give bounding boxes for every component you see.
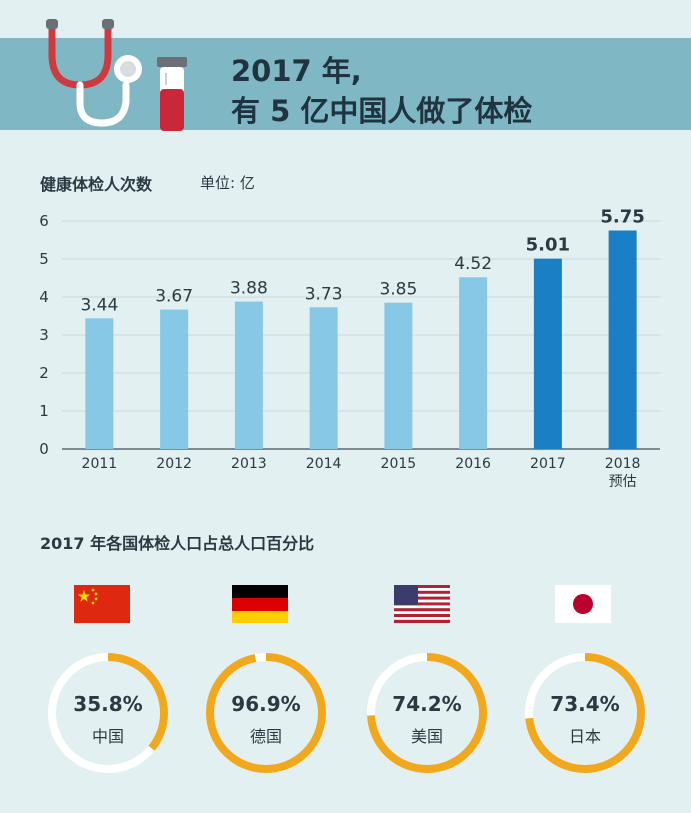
ring-country-germany: 德国	[249, 727, 282, 746]
ring-progress-arc	[525, 653, 645, 773]
japan-flag-icon	[555, 585, 611, 623]
usa-flag-icon	[394, 585, 450, 623]
y-tick-label: 1	[39, 402, 49, 420]
ring-progress-arc	[367, 653, 487, 773]
page-title-line-1: 2017 年,	[231, 54, 362, 88]
germany-flag-icon	[232, 585, 288, 623]
bar-value-label: 3.88	[230, 279, 268, 299]
x-tick-label: 2016	[455, 456, 491, 472]
ring-china	[48, 653, 168, 773]
ring-country-usa: 美国	[410, 727, 443, 746]
ring-progress-arc	[206, 653, 326, 773]
bar-2016	[459, 277, 488, 449]
x-tick-label: 2015	[381, 456, 417, 472]
bar-value-label: 5.01	[526, 235, 570, 256]
ring-percent-japan: 73.4%	[550, 692, 620, 716]
test-tube-icon	[155, 55, 191, 139]
bar-2017	[533, 258, 562, 449]
bar-value-label: 3.73	[305, 284, 343, 304]
bar-value-label: 4.52	[454, 254, 492, 274]
x-tick-label: 2012	[156, 456, 192, 472]
x-tick-label: 2018	[605, 456, 641, 472]
x-tick-label: 2017	[530, 456, 566, 472]
bar-2011	[85, 318, 114, 449]
bar-2013	[234, 301, 263, 449]
bar-2015	[384, 302, 413, 449]
y-tick-label: 3	[39, 326, 49, 344]
ring-usa	[367, 653, 487, 773]
ring-japan	[525, 653, 645, 773]
bar-chart-title: 健康体检人次数	[40, 175, 153, 194]
bar-value-label: 5.75	[600, 207, 644, 228]
y-tick-label: 4	[39, 288, 49, 306]
stethoscope-icon	[38, 15, 150, 137]
ring-section-title: 2017 年各国体检人口占总人口百分比	[40, 534, 315, 553]
ring-percent-usa: 74.2%	[392, 692, 462, 716]
bar-value-label: 3.67	[155, 287, 193, 307]
ring-progress-arc	[48, 653, 168, 773]
bar-chart-unit: 单位: 亿	[200, 174, 255, 192]
ring-country-japan: 日本	[568, 727, 601, 746]
x-tick-label: 2013	[231, 456, 267, 472]
y-tick-label: 2	[39, 364, 49, 382]
bar-value-label: 3.85	[379, 280, 417, 300]
bar-value-label: 3.44	[80, 295, 118, 315]
ring-percent-germany: 96.9%	[231, 692, 301, 716]
x-tick-sublabel: 预估	[609, 474, 637, 490]
ring-country-china: 中国	[91, 727, 124, 746]
x-tick-label: 2014	[306, 456, 342, 472]
y-tick-label: 5	[39, 250, 49, 268]
header-banner	[0, 38, 691, 130]
ring-germany	[206, 653, 326, 773]
bar-2018	[608, 230, 637, 449]
china-flag-icon	[74, 585, 130, 623]
x-tick-label: 2011	[82, 456, 118, 472]
ring-percent-china: 35.8%	[73, 692, 143, 716]
bar-chart: 0 1 2 3 4 5 6 3.44 2011 3.67 2012 3.88 2013 3.73 2014 3…	[39, 207, 660, 490]
y-tick-label: 0	[39, 440, 49, 458]
bar-2012	[160, 309, 189, 449]
y-tick-label: 6	[39, 212, 49, 230]
page-title-line-2: 有 5 亿中国人做了体检	[231, 94, 533, 128]
bar-2014	[309, 307, 338, 449]
